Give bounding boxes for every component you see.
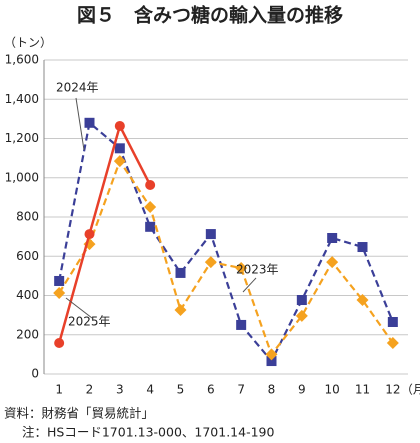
marker: [204, 256, 217, 269]
marker: [145, 221, 156, 232]
marker: [54, 275, 65, 286]
marker: [144, 200, 157, 213]
marker: [327, 232, 338, 243]
marker: [145, 180, 156, 191]
x-unit: （月）: [401, 383, 420, 397]
x-tick-label: 2: [86, 383, 94, 397]
x-tick-label: 11: [355, 383, 370, 397]
y-tick-label: 600: [16, 249, 39, 263]
marker: [175, 267, 186, 278]
series-label: 2024年: [56, 81, 99, 95]
marker: [54, 337, 65, 348]
series-line: [58, 158, 394, 357]
marker: [295, 309, 308, 322]
y-tick-label: 0: [31, 367, 39, 381]
y-tick-label: 800: [16, 210, 39, 224]
x-tick-label: 3: [116, 383, 124, 397]
y-unit: （トン）: [4, 36, 52, 50]
x-tick-label: 8: [268, 383, 276, 397]
source-note: 資料：財務省「貿易統計」: [4, 406, 154, 421]
marker: [326, 256, 339, 269]
marker: [114, 120, 125, 131]
x-tick-label: 9: [298, 383, 306, 397]
marker: [84, 117, 95, 128]
series-label: 2025年: [68, 315, 111, 329]
y-tick-label: 200: [16, 327, 39, 341]
y-tick-label: 1,200: [5, 131, 39, 145]
x-tick-label: 1: [55, 383, 63, 397]
marker: [356, 294, 369, 307]
hs-note: 注：HSコード1701.13-000、1701.14-190: [22, 425, 275, 440]
marker: [266, 356, 277, 367]
marker: [113, 155, 126, 168]
marker: [235, 262, 248, 275]
x-tick-label: 6: [207, 383, 215, 397]
x-tick-label: 7: [237, 383, 245, 397]
marker: [236, 319, 247, 330]
marker: [84, 229, 95, 240]
marker: [53, 286, 66, 299]
leader-line: [65, 297, 93, 319]
marker: [205, 229, 216, 240]
marker: [114, 143, 125, 154]
x-tick-label: 4: [146, 383, 154, 397]
series-label: 2023年: [236, 263, 279, 277]
x-tick-label: 5: [177, 383, 185, 397]
x-tick-label: 10: [325, 383, 340, 397]
leader-line: [242, 277, 257, 293]
leader-line: [75, 97, 85, 151]
x-tick-label: 12: [385, 383, 400, 397]
series-line: [57, 122, 152, 344]
marker: [296, 295, 307, 306]
marker: [265, 348, 278, 361]
y-tick-label: 400: [16, 288, 39, 302]
series-line: [58, 120, 394, 364]
marker: [386, 336, 399, 349]
marker: [357, 242, 368, 253]
chart-title: 図５ 含みつ糖の輸入量の推移: [77, 4, 343, 27]
marker: [174, 304, 187, 317]
y-tick-label: 1,000: [5, 170, 39, 184]
y-tick-label: 1,600: [5, 53, 39, 67]
marker: [387, 316, 398, 327]
y-tick-label: 1,400: [5, 92, 39, 106]
